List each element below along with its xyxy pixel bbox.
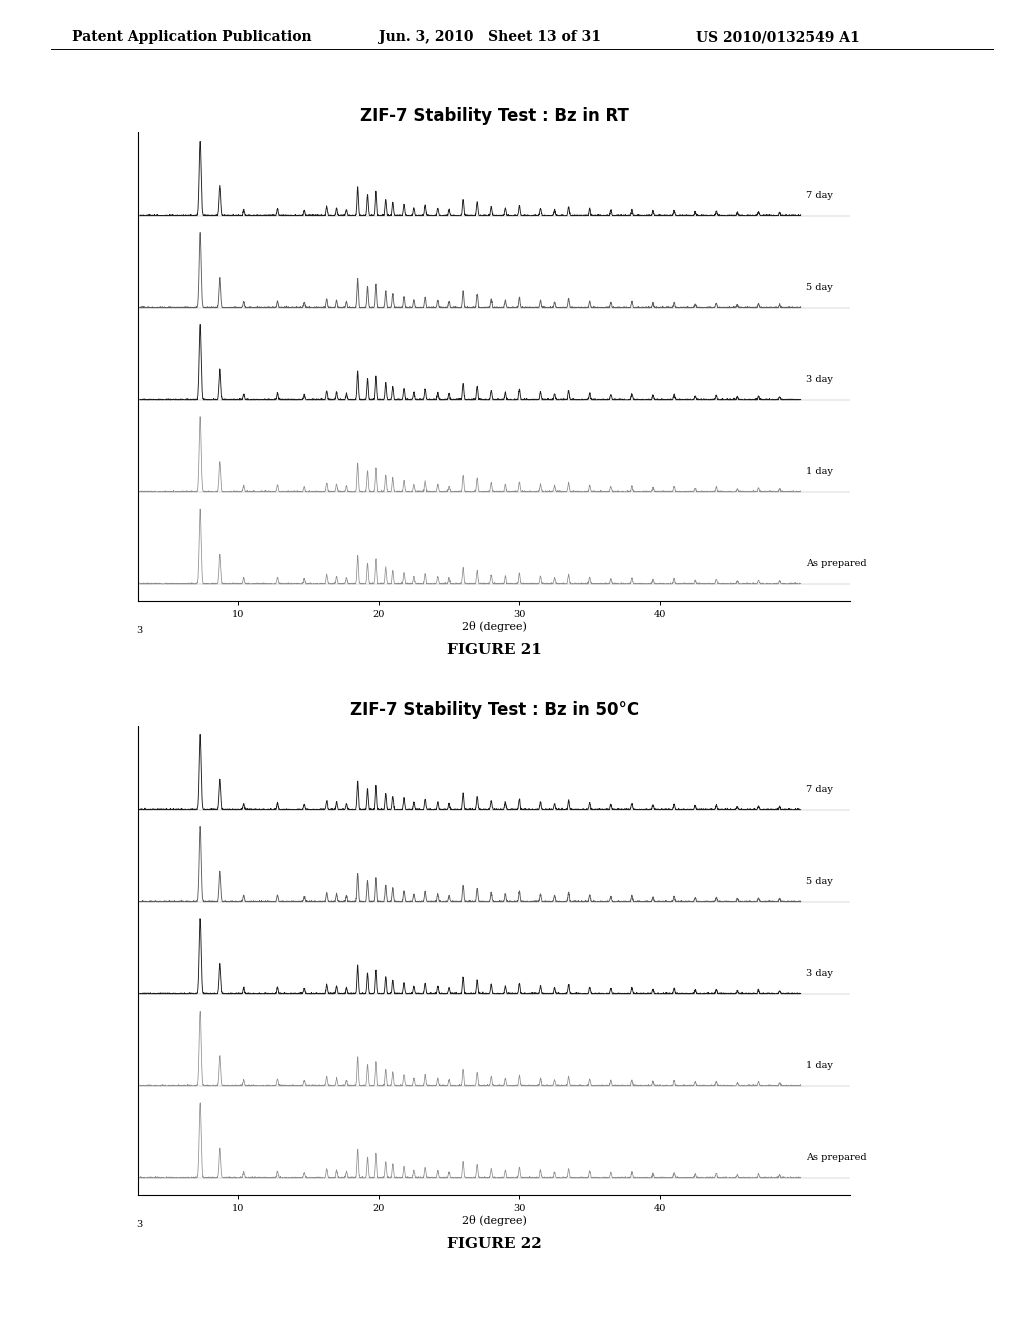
Title: ZIF-7 Stability Test : Bz in RT: ZIF-7 Stability Test : Bz in RT [359, 107, 629, 125]
Text: Jun. 3, 2010   Sheet 13 of 31: Jun. 3, 2010 Sheet 13 of 31 [379, 30, 601, 45]
Text: FIGURE 22: FIGURE 22 [446, 1237, 542, 1251]
Text: 5 day: 5 day [806, 284, 834, 292]
Title: ZIF-7 Stability Test : Bz in 50°C: ZIF-7 Stability Test : Bz in 50°C [349, 701, 639, 719]
Text: 3: 3 [136, 1220, 142, 1229]
X-axis label: 2θ (degree): 2θ (degree) [462, 622, 526, 632]
Text: 5 day: 5 day [806, 878, 834, 886]
Text: 3: 3 [136, 626, 142, 635]
Text: 7 day: 7 day [806, 785, 834, 795]
Text: As prepared: As prepared [806, 1154, 867, 1163]
Text: 7 day: 7 day [806, 191, 834, 201]
Text: 1 day: 1 day [806, 467, 834, 477]
Text: US 2010/0132549 A1: US 2010/0132549 A1 [696, 30, 860, 45]
Text: 1 day: 1 day [806, 1061, 834, 1071]
Text: 3 day: 3 day [806, 969, 834, 978]
X-axis label: 2θ (degree): 2θ (degree) [462, 1216, 526, 1226]
Text: 3 day: 3 day [806, 375, 834, 384]
Text: As prepared: As prepared [806, 560, 867, 569]
Text: Patent Application Publication: Patent Application Publication [72, 30, 311, 45]
Text: FIGURE 21: FIGURE 21 [446, 643, 542, 657]
